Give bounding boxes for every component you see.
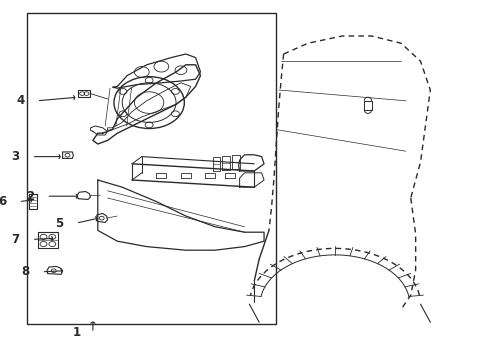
- Text: 8: 8: [21, 265, 29, 278]
- Text: 5: 5: [55, 217, 63, 230]
- Text: 2: 2: [26, 190, 34, 203]
- Text: 7: 7: [11, 233, 20, 246]
- Text: 6: 6: [0, 195, 6, 208]
- Bar: [27, 13, 276, 324]
- Text: 1: 1: [72, 327, 81, 339]
- Text: 4: 4: [16, 94, 24, 107]
- Text: 3: 3: [11, 150, 20, 163]
